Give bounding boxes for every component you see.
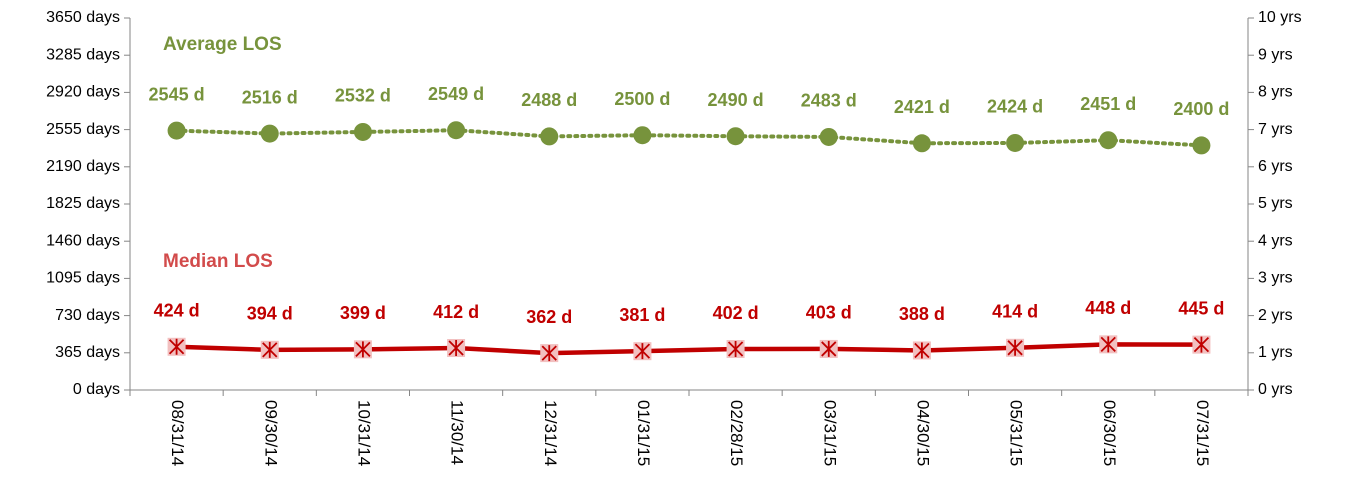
y-tick-label: 730 days [55, 307, 120, 324]
value-label: 412 d [433, 302, 479, 322]
y-tick-label: 2190 days [46, 158, 120, 175]
marker-cross [727, 341, 744, 358]
y-tick-label: 2920 days [46, 84, 120, 101]
value-label: 394 d [247, 304, 293, 324]
marker [726, 340, 745, 359]
marker-cross [914, 342, 930, 359]
marker-cross [262, 341, 278, 358]
legend-label: Average LOS [163, 34, 282, 55]
y2-tick-label: 2 yrs [1258, 307, 1293, 324]
marker [353, 122, 372, 141]
value-label: 2532 d [335, 86, 391, 106]
marker [447, 121, 466, 140]
y2-tick-label: 8 yrs [1258, 84, 1293, 101]
x-tick-label: 02/28/15 [727, 400, 746, 466]
x-tick-label: 09/30/14 [261, 400, 280, 466]
value-label: 2516 d [242, 87, 298, 107]
x-tick-label: 06/30/15 [1100, 400, 1119, 466]
value-label: 424 d [154, 301, 200, 321]
y2-tick-label: 10 yrs [1258, 9, 1302, 26]
x-tick-label: 05/31/15 [1007, 400, 1026, 466]
y2-tick-label: 6 yrs [1258, 158, 1293, 175]
value-label: 2549 d [428, 84, 484, 104]
series-line [174, 342, 1204, 356]
y2-tick-label: 7 yrs [1258, 121, 1293, 138]
value-label: 2424 d [987, 97, 1043, 117]
y-tick-label: 365 days [55, 344, 120, 361]
marker-cross [541, 345, 557, 362]
value-label: 2488 d [521, 90, 577, 110]
x-tick-label: 12/31/14 [541, 400, 560, 466]
marker-cross [1193, 336, 1210, 353]
series-line [174, 128, 1204, 148]
value-label: 445 d [1178, 298, 1224, 318]
marker [912, 341, 931, 360]
marker [1006, 338, 1025, 357]
y-tick-label: 1825 days [46, 195, 120, 212]
marker-cross [355, 341, 371, 358]
value-label: 2400 d [1173, 99, 1229, 119]
y2-tick-label: 3 yrs [1258, 270, 1293, 287]
legend-label: Median LOS [163, 251, 273, 272]
marker [819, 127, 838, 146]
marker [633, 342, 652, 361]
marker-cross [1007, 339, 1023, 356]
x-tick-label: 11/30/14 [448, 400, 467, 465]
marker-cross [448, 340, 464, 357]
value-label: 2500 d [614, 89, 670, 109]
value-label: 2451 d [1080, 94, 1136, 114]
marker [260, 340, 279, 359]
y-tick-label: 2555 days [46, 121, 120, 138]
value-label: 414 d [992, 302, 1038, 322]
y-tick-label: 0 days [73, 381, 120, 398]
x-tick-label: 01/31/15 [634, 400, 653, 466]
y2-tick-label: 1 yrs [1258, 344, 1293, 361]
marker [260, 124, 279, 143]
x-tick-label: 03/31/15 [820, 400, 839, 466]
marker [167, 121, 186, 140]
marker [540, 127, 559, 146]
marker [819, 339, 838, 358]
marker [1099, 335, 1118, 354]
marker [633, 126, 652, 145]
y2-tick-label: 5 yrs [1258, 195, 1293, 212]
x-tick-label: 08/31/14 [168, 400, 187, 466]
x-tick-label: 04/30/15 [913, 400, 932, 466]
marker [1192, 136, 1211, 155]
value-label: 403 d [806, 303, 852, 323]
marker [726, 127, 745, 146]
value-label: 2490 d [708, 90, 764, 110]
marker [1099, 131, 1118, 150]
marker-cross [1100, 336, 1116, 353]
y2-tick-label: 4 yrs [1258, 232, 1293, 249]
x-tick-label: 07/31/15 [1193, 400, 1212, 466]
marker [353, 340, 372, 359]
marker-cross [168, 338, 185, 355]
value-label: 2483 d [801, 91, 857, 111]
y-tick-label: 1460 days [46, 232, 120, 249]
value-label: 448 d [1085, 298, 1131, 318]
marker [540, 344, 559, 363]
y2-tick-label: 9 yrs [1258, 46, 1293, 63]
value-label: 388 d [899, 304, 945, 324]
value-label: 399 d [340, 303, 386, 323]
y-tick-label: 3285 days [46, 46, 120, 63]
value-label: 2545 d [149, 84, 205, 104]
marker [1006, 133, 1025, 152]
marker [1192, 335, 1211, 354]
marker [167, 337, 186, 356]
marker [912, 134, 931, 153]
value-label: 402 d [713, 303, 759, 323]
y-tick-label: 3650 days [46, 9, 120, 26]
value-label: 381 d [619, 305, 665, 325]
marker-cross [821, 340, 837, 357]
value-label: 2421 d [894, 97, 950, 117]
y-tick-label: 1095 days [46, 270, 120, 287]
marker-cross [634, 343, 651, 360]
value-label: 362 d [526, 307, 572, 327]
y2-tick-label: 0 yrs [1258, 381, 1293, 398]
marker [447, 339, 466, 358]
x-tick-label: 10/31/14 [354, 400, 373, 466]
